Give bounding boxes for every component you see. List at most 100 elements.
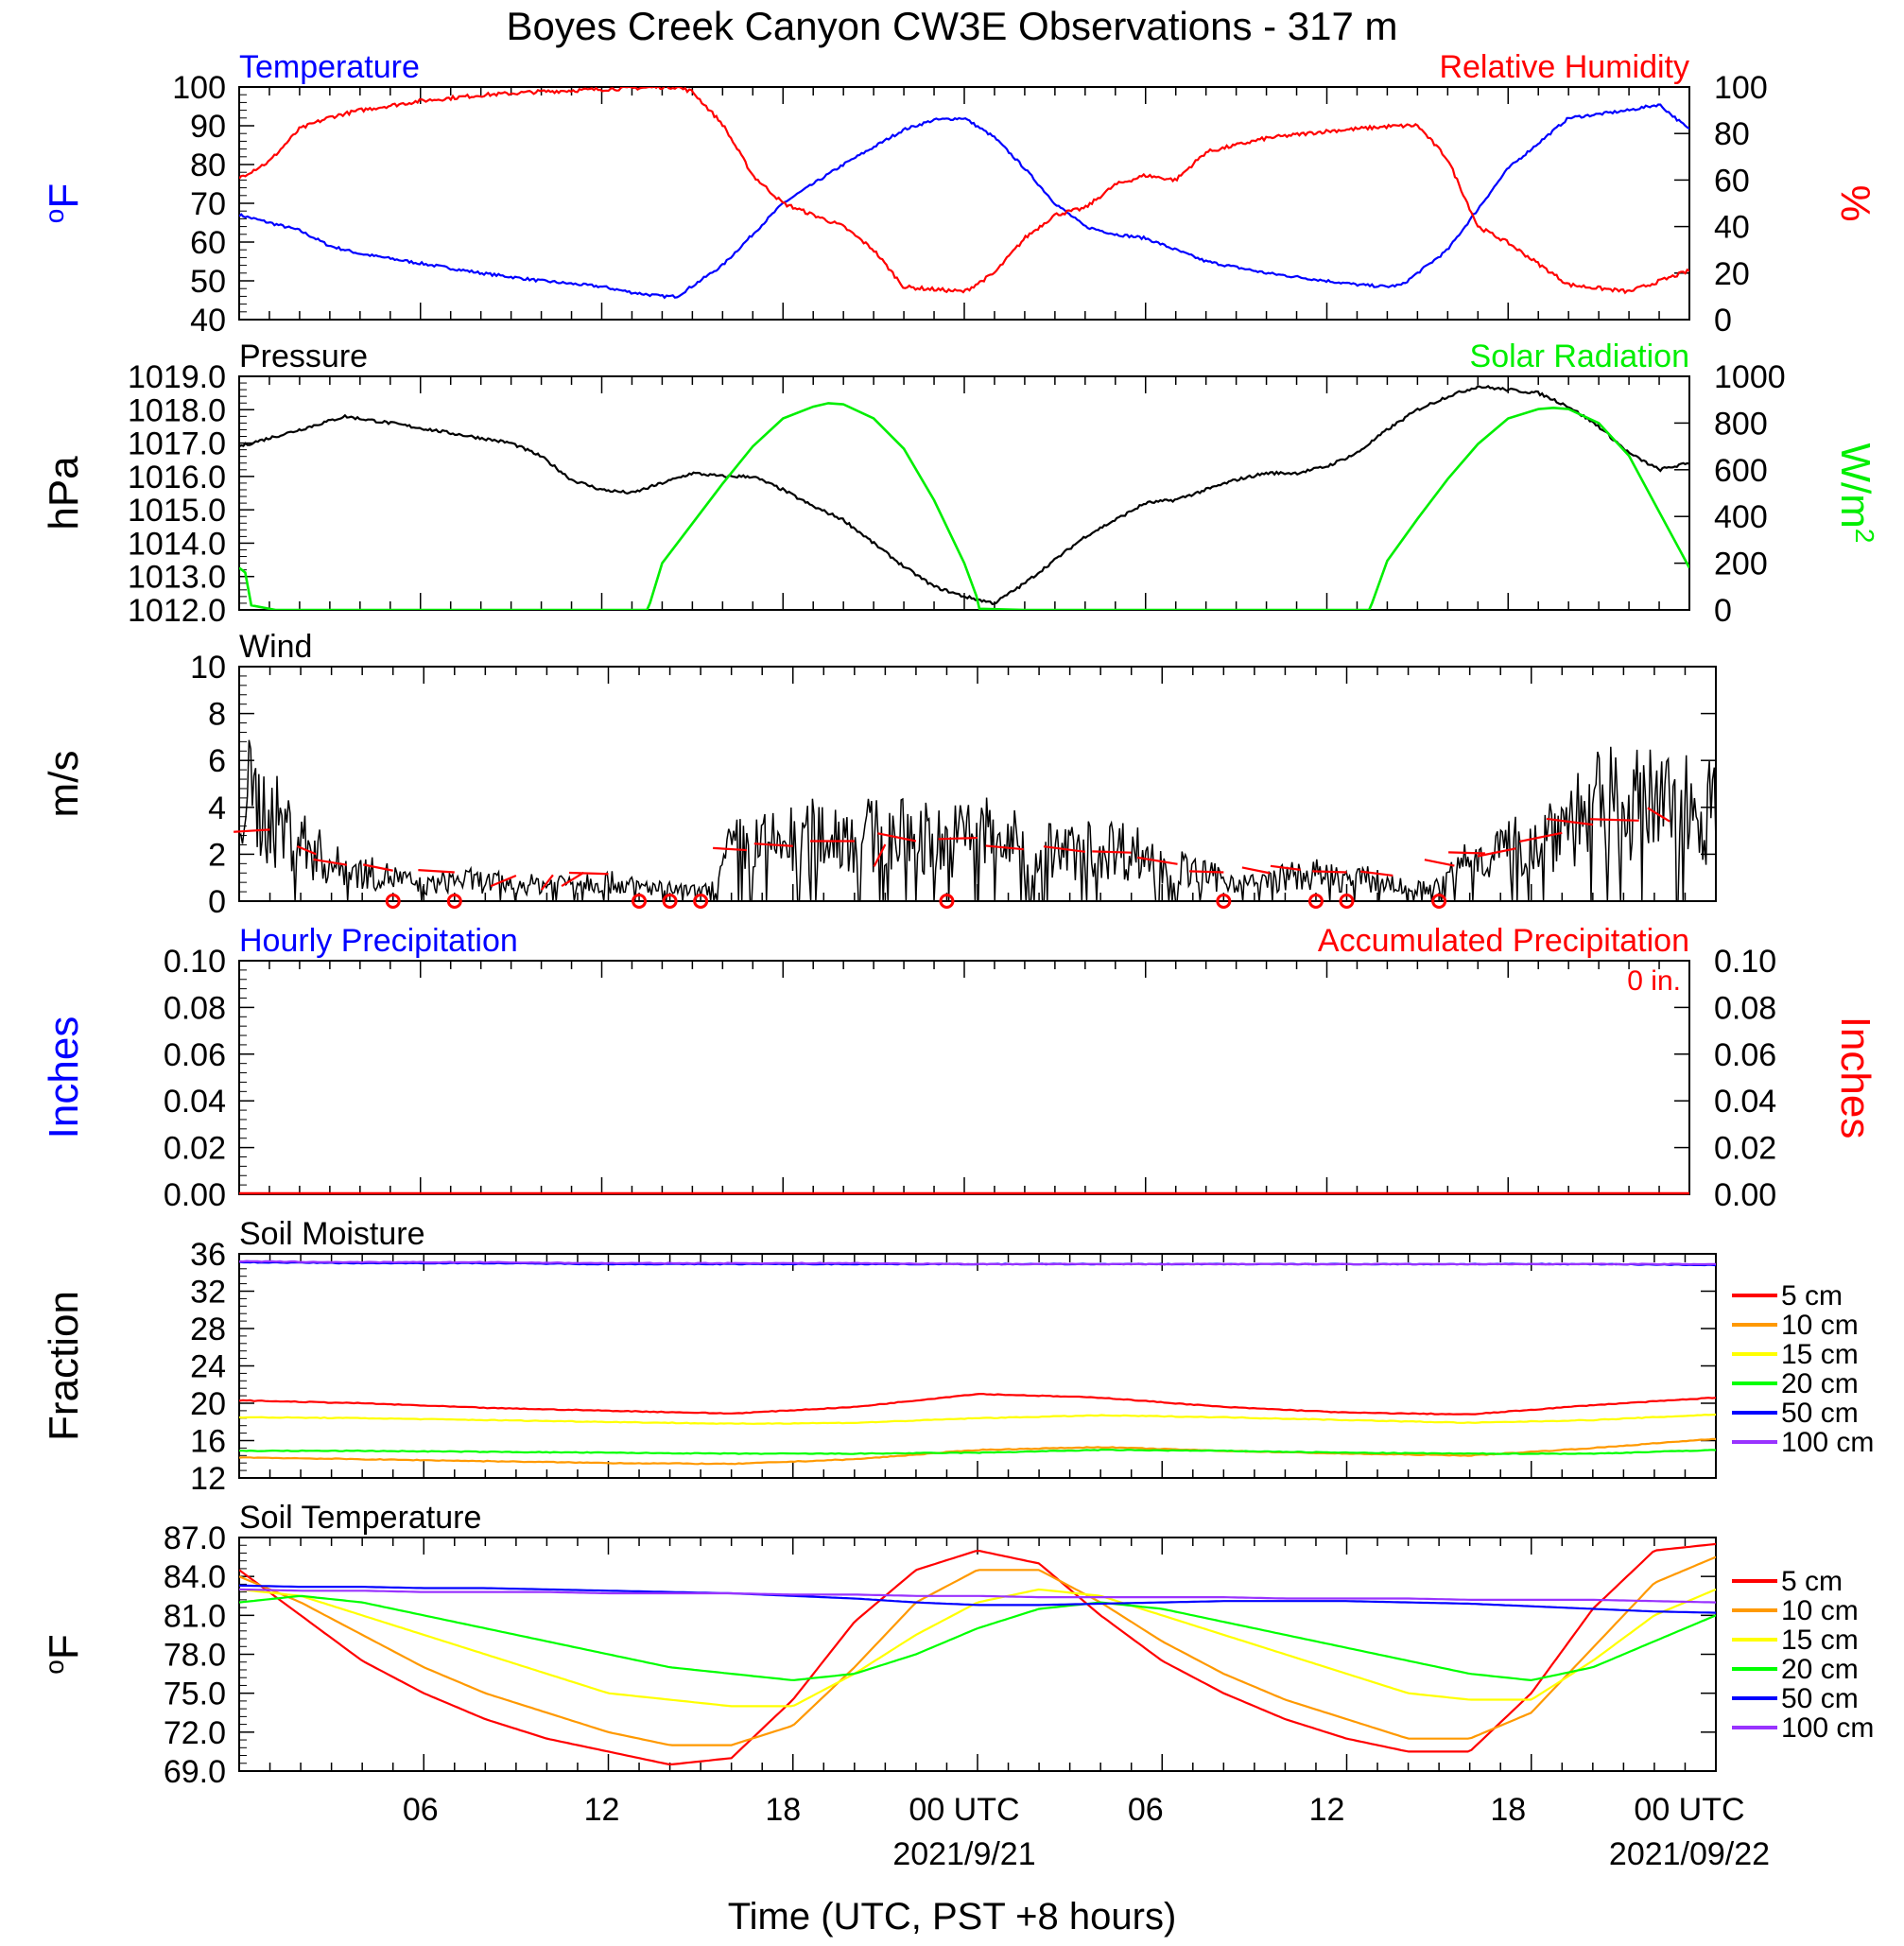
panel-soil-temperature: 69.072.075.078.0 81.084.087.0 Soil Tempera… — [40, 1500, 1875, 1790]
y-tick-label-right: 0.10 — [1714, 944, 1776, 980]
y-tick-label: 2 — [208, 837, 226, 873]
legend-label: 100 cm — [1781, 1427, 1874, 1458]
y-axis-label-right: Inches — [1832, 1016, 1878, 1139]
wind-barb — [1519, 831, 1563, 843]
y-tick-label: 78.0 — [164, 1638, 226, 1674]
time-tick-label: 06 — [403, 1792, 439, 1828]
y-tick-label: 72.0 — [164, 1715, 226, 1751]
y-tick-label: 16 — [190, 1424, 226, 1460]
calm-wind-marker — [1216, 894, 1232, 909]
wind-barb — [1136, 856, 1178, 865]
y-tick-label: 40 — [190, 303, 226, 339]
wind-barb — [1424, 859, 1455, 867]
y-tick-label: 0.10 — [164, 944, 226, 980]
series-line-5cm — [239, 1393, 1716, 1416]
y-tick-label: 70 — [190, 186, 226, 222]
calm-wind-marker — [1431, 894, 1447, 909]
calm-wind-marker — [446, 894, 462, 909]
y-tick-label: 8 — [208, 697, 226, 733]
legend-label: 100 cm — [1781, 1712, 1874, 1744]
y-tick-label: 10 — [190, 650, 226, 686]
panel-title-left: Temperature — [239, 49, 420, 85]
y-tick-label-right: 60 — [1714, 163, 1750, 199]
series-line-5cm — [239, 1542, 1716, 1766]
legend-label: 20 cm — [1781, 1368, 1859, 1399]
y-tick-label-right: 0.04 — [1714, 1084, 1776, 1120]
y-tick-label: 1014.0 — [128, 526, 226, 562]
y-tick-label: 12 — [190, 1461, 226, 1497]
humidity-line — [239, 87, 1689, 295]
panel-title-right: Accumulated Precipitation — [1318, 923, 1689, 959]
series-line-15cm — [239, 1413, 1716, 1425]
y-tick-label-right: 0.08 — [1714, 990, 1776, 1026]
panel-title-right: Solar Radiation — [1470, 339, 1689, 374]
legend-label: 10 cm — [1781, 1595, 1859, 1626]
y-tick-label-right: 0 — [1714, 593, 1732, 629]
time-tick-label: 00 UTC — [909, 1792, 1019, 1828]
x-axis-label: Time (UTC, PST +8 hours) — [728, 1896, 1177, 1937]
wind-speed-line — [239, 739, 1716, 901]
y-axis-label-left: hPa — [41, 456, 87, 530]
y-tick-label: 0.00 — [164, 1177, 226, 1213]
y-tick-label-right: 40 — [1714, 210, 1750, 246]
wind-barb — [234, 828, 270, 833]
plot-frame — [238, 1253, 1717, 1479]
y-tick-label: 75.0 — [164, 1677, 226, 1712]
calm-wind-marker — [693, 894, 709, 909]
wind-barb — [490, 874, 517, 888]
y-tick-label: 87.0 — [164, 1520, 226, 1556]
y-tick-label-right: 800 — [1714, 406, 1768, 442]
date-label: 2021/9/21 — [892, 1836, 1035, 1872]
y-axis-label-left: oF — [40, 1634, 88, 1674]
y-tick-label-right: 0.02 — [1714, 1131, 1776, 1167]
wind-barb — [753, 843, 793, 847]
y-tick-label: 36 — [190, 1237, 226, 1273]
wind-barb — [296, 845, 317, 856]
y-tick-label-right: 400 — [1714, 499, 1768, 535]
solar-radiation-line — [239, 402, 1689, 610]
panel-title-left: Pressure — [239, 339, 368, 374]
plot-frame — [238, 1537, 1717, 1772]
legend-label: 5 cm — [1781, 1566, 1843, 1597]
panel-title-left: Wind — [239, 629, 312, 665]
y-tick-label: 50 — [190, 264, 226, 300]
pressure-line — [239, 385, 1689, 605]
wind-barb — [313, 858, 348, 866]
wind-barb — [1589, 818, 1639, 822]
panel-title-left: Soil Temperature — [239, 1500, 481, 1536]
wind-barb — [569, 871, 609, 876]
wind-barb — [1270, 864, 1301, 871]
panel-wind: 0 2 4 6 8 10 Wind m/s — [41, 629, 1717, 920]
series-line-100cm — [239, 1588, 1716, 1604]
y-tick-label: 1012.0 — [128, 593, 226, 629]
y-tick-label: 80 — [190, 148, 226, 183]
y-tick-label: 0.06 — [164, 1037, 226, 1073]
y-tick-label: 4 — [208, 791, 226, 826]
date-label: 2021/09/22 — [1609, 1836, 1770, 1872]
wind-barb — [1092, 850, 1132, 854]
time-tick-label: 18 — [1490, 1792, 1526, 1828]
series-line-10cm — [239, 1555, 1716, 1746]
y-axis-label-right: W/m2 — [1832, 443, 1880, 544]
wind-barb — [985, 844, 1024, 851]
y-tick-label-right: 20 — [1714, 256, 1750, 292]
wind-barb — [1043, 845, 1086, 853]
y-tick-label-right: 80 — [1714, 116, 1750, 152]
time-tick-label: 18 — [765, 1792, 801, 1828]
y-tick-label: 1017.0 — [128, 426, 226, 462]
wind-barb — [877, 832, 917, 843]
y-tick-label-right: 200 — [1714, 547, 1768, 582]
y-tick-label: 0.04 — [164, 1084, 226, 1120]
y-tick-label: 1016.0 — [128, 460, 226, 495]
calm-wind-marker — [1307, 894, 1324, 909]
series-line-20cm — [239, 1448, 1716, 1455]
calm-wind-marker — [662, 894, 678, 909]
time-tick-label: 00 UTC — [1634, 1792, 1744, 1828]
wind-barb — [561, 871, 585, 887]
chart-title: Boyes Creek Canyon CW3E Observations - 3… — [506, 4, 1397, 48]
calm-wind-marker — [1339, 894, 1355, 909]
y-tick-label: 69.0 — [164, 1754, 226, 1790]
y-axis-label-left: Inches — [41, 1016, 87, 1139]
legend-label: 10 cm — [1781, 1310, 1859, 1341]
